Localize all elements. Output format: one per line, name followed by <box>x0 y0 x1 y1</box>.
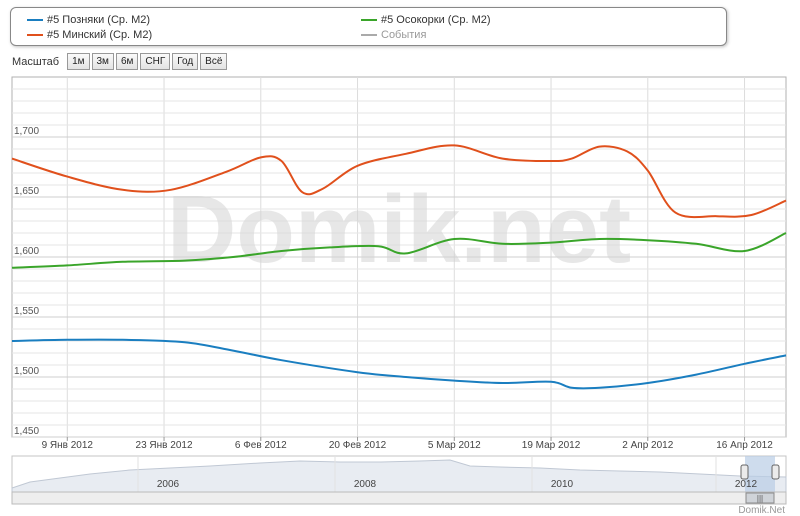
scrollbar-grip-icon: ||| <box>757 494 763 503</box>
x-tick-label: 2 Апр 2012 <box>622 440 673 451</box>
x-tick-label: 16 Апр 2012 <box>716 440 773 451</box>
legend-swatch-minsky <box>27 34 43 37</box>
watermark-text: Domik.net <box>167 176 631 283</box>
navigator-selected-range[interactable] <box>745 456 775 492</box>
navigator-left-handle[interactable] <box>740 464 749 480</box>
navigator[interactable]: 2006 2008 2010 2012 <box>11 455 787 493</box>
series-lines <box>11 144 787 390</box>
y-tick-label: 1,700 <box>14 126 39 137</box>
legend-swatch-pozniaki <box>27 19 43 22</box>
series-line-minsky[interactable] <box>11 144 787 219</box>
x-tick-label: 20 Фев 2012 <box>329 440 387 451</box>
zoom-button-all[interactable]: Всё <box>200 53 228 70</box>
zoom-button-1y[interactable]: Год <box>172 53 199 70</box>
y-tick-label: 1,600 <box>14 246 39 257</box>
navigator-right-handle[interactable] <box>771 464 780 480</box>
x-axis-ticks: 9 Янв 2012 23 Янв 2012 6 Фев 2012 20 Фев 20… <box>42 437 773 451</box>
legend-label-minsky: #5 Минский (Ср. М2) <box>47 29 153 41</box>
legend-item-minsky[interactable]: #5 Минский (Ср. М2) <box>27 28 152 42</box>
zoom-button-1m[interactable]: 1м <box>67 53 90 70</box>
y-tick-label: 1,450 <box>14 426 39 437</box>
y-tick-label: 1,650 <box>14 186 39 197</box>
scrollbar-track[interactable] <box>11 491 787 505</box>
series-line-pozniaki[interactable] <box>11 338 787 390</box>
legend-item-osokorki[interactable]: #5 Осокорки (Ср. М2) <box>361 13 491 27</box>
credit-label[interactable]: Domik.Net <box>738 505 785 516</box>
legend-swatch-osokorki <box>361 19 377 22</box>
navigator-year-label: 2010 <box>551 479 574 490</box>
legend-item-pozniaki[interactable]: #5 Позняки (Ср. М2) <box>27 13 150 27</box>
navigator-series-area <box>11 459 787 493</box>
navigator-year-label: 2008 <box>354 479 377 490</box>
y-tick-label: 1,550 <box>14 306 39 317</box>
x-tick-label: 6 Фев 2012 <box>235 440 287 451</box>
y-tick-label: 1,500 <box>14 366 39 377</box>
x-tick-label: 23 Янв 2012 <box>136 440 193 451</box>
zoom-label: Масштаб <box>12 55 60 68</box>
zoom-selector: Масштаб 1м 3м 6м СНГ Год Всё <box>12 53 229 70</box>
scrollbar-thumb[interactable] <box>745 492 775 504</box>
zoom-button-3m[interactable]: 3м <box>91 53 114 70</box>
legend-swatch-events <box>361 34 377 37</box>
x-tick-label: 9 Янв 2012 <box>42 440 94 451</box>
legend-label-osokorki: #5 Осокорки (Ср. М2) <box>381 14 491 26</box>
chart-legend: #5 Позняки (Ср. М2) #5 Минский (Ср. М2) … <box>10 7 727 46</box>
navigator-year-labels: 2006 2008 2010 2012 <box>137 456 758 492</box>
navigator-year-label: 2006 <box>157 479 180 490</box>
y-axis-ticks: 1,450 1,500 1,550 1,600 1,650 1,700 <box>14 126 39 437</box>
legend-item-events[interactable]: События <box>361 28 426 42</box>
series-line-osokorki[interactable] <box>11 232 787 269</box>
x-tick-label: 19 Мар 2012 <box>522 440 581 451</box>
zoom-button-6m[interactable]: 6м <box>115 53 139 70</box>
navigator-year-label: 2012 <box>735 479 758 490</box>
legend-label-events: События <box>381 29 427 41</box>
zoom-button-ytd[interactable]: СНГ <box>140 53 171 70</box>
scrollbar[interactable]: ||| <box>11 491 787 505</box>
x-tick-label: 5 Мар 2012 <box>428 440 481 451</box>
legend-label-pozniaki: #5 Позняки (Ср. М2) <box>47 14 151 26</box>
